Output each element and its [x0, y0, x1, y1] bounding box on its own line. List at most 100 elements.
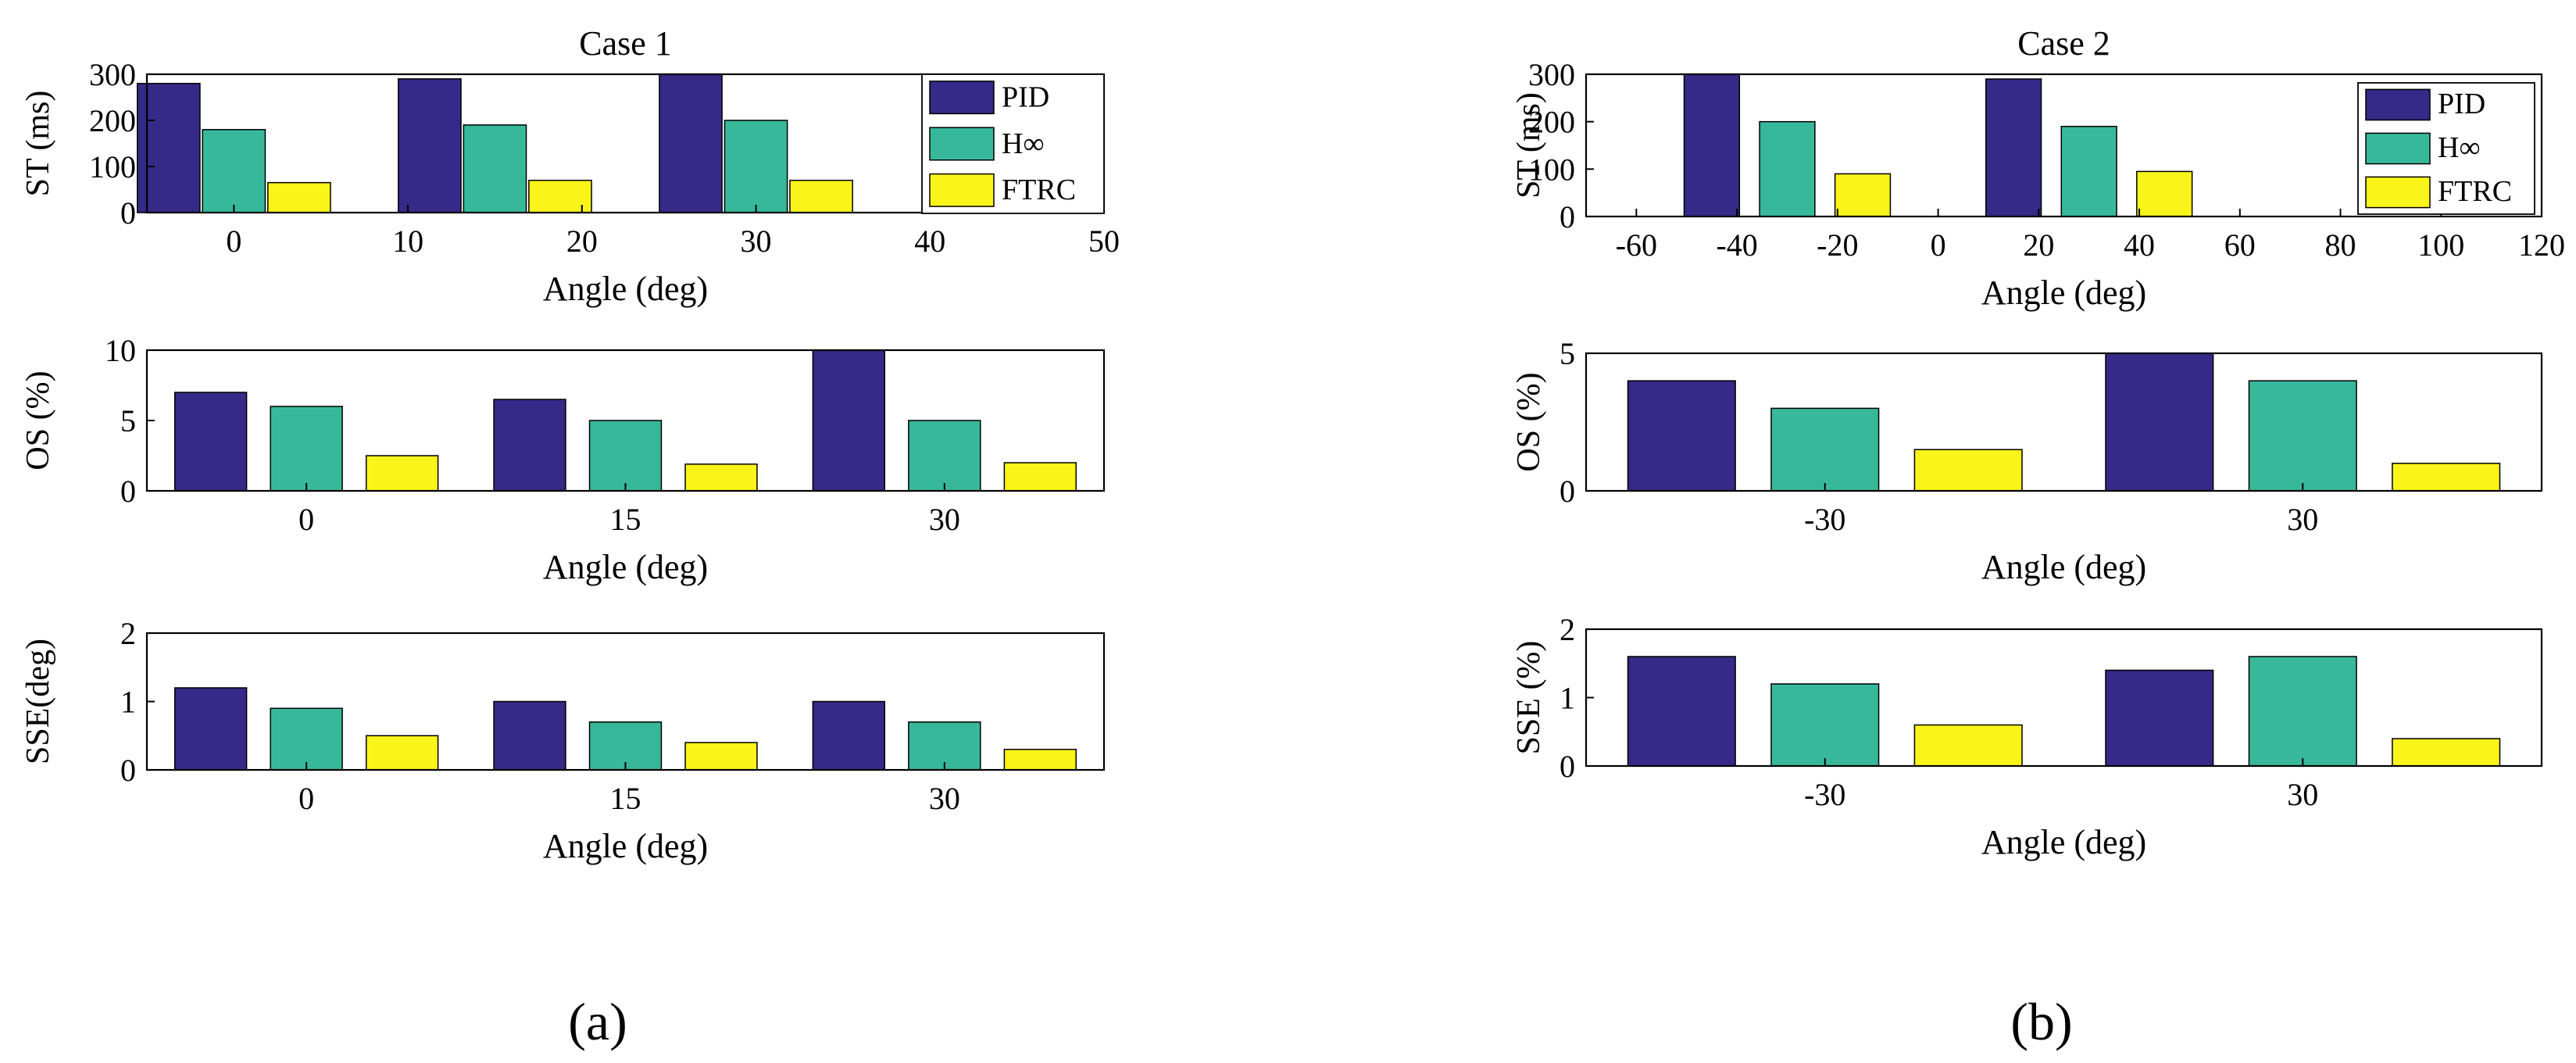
- x-axis-label-a-sse: Angle (deg): [543, 827, 708, 865]
- x-tick-label-b-st-0: -60: [1616, 227, 1657, 263]
- bar-ftrc-a-sse-1: [684, 742, 758, 771]
- x-axis-label-b-st: Angle (deg): [1981, 274, 2146, 312]
- legend-swatch-hinf-b-st: [2365, 132, 2431, 165]
- y-axis-label-a-sse: SSE(deg): [20, 639, 56, 764]
- y-axis-label-b-st: ST (ms): [1511, 92, 1547, 199]
- x-axis-label-b-sse: Angle (deg): [1981, 823, 2146, 861]
- bar-ftrc-a-st-1: [528, 179, 592, 213]
- x-tick-label-a-sse-1: 15: [610, 781, 641, 816]
- x-tick-label-b-sse-1: 30: [2287, 777, 2318, 812]
- bar-hinf-b-st-1: [2060, 125, 2117, 217]
- axes-frame-b-st: [1585, 73, 2543, 218]
- y-tick-label-a-os-1: 5: [120, 403, 136, 438]
- chart-b-os: -30 30 0 5 Angle (deg) OS (%): [1511, 336, 2543, 586]
- y-tick-label-a-st-0: 0: [120, 195, 136, 231]
- chart-title-b-st: Case 2: [2017, 24, 2110, 63]
- x-tick-label-a-st-3: 30: [741, 224, 772, 259]
- bar-pid-b-sse-1: [2105, 669, 2214, 767]
- bar-pid-a-st-2: [659, 73, 723, 213]
- legend-swatch-ftrc-a-st: [929, 173, 995, 207]
- bar-pid-a-os-0: [173, 392, 248, 492]
- y-tick-label-a-os-0: 0: [120, 474, 136, 509]
- x-tick-label-a-os-1: 15: [610, 502, 641, 537]
- bar-hinf-b-os-0: [1770, 407, 1880, 492]
- bar-hinf-a-st-0: [202, 129, 266, 213]
- y-tick-label-b-sse-1: 1: [1560, 681, 1575, 716]
- chart-b-st: -60 -40 -20 0 20 40 60 80 100 120 0 100 200 300 Angle …: [1511, 24, 2565, 312]
- bar-ftrc-a-sse-2: [1003, 749, 1077, 771]
- bar-pid-a-sse-2: [812, 700, 886, 771]
- bar-hinf-b-st-0: [1759, 120, 1816, 217]
- bar-ftrc-b-st-0: [1834, 173, 1892, 217]
- y-axis-label-a-st: ST (ms): [20, 91, 56, 197]
- chart-a-sse: 0 15 30 0 1 2 Angle (deg) SSE(deg): [20, 616, 1106, 865]
- bar-hinf-b-sse-0: [1770, 683, 1880, 767]
- bar-hinf-a-os-2: [908, 420, 981, 492]
- x-tick-label-b-os-1: 30: [2287, 502, 2318, 537]
- panel-a-label: (a): [568, 992, 627, 1051]
- y-tick-label-b-st-1: 100: [1528, 152, 1575, 187]
- bar-pid-b-sse-0: [1627, 656, 1736, 767]
- x-tick-label-b-st-2: -20: [1817, 227, 1858, 263]
- y-tick-label-a-sse-1: 1: [120, 685, 136, 720]
- bar-ftrc-a-st-0: [267, 181, 331, 213]
- legend-label-pid-b-st: PID: [2438, 88, 2485, 120]
- y-tick-label-b-st-0: 0: [1560, 199, 1575, 234]
- legend-label-ftrc-a-st: FTRC: [1002, 174, 1076, 206]
- y-tick-label-a-st-1: 100: [89, 149, 136, 184]
- x-tick-label-a-st-1: 10: [392, 224, 423, 259]
- bar-hinf-b-os-1: [2248, 380, 2357, 492]
- x-tick-label-b-sse-0: -30: [1804, 777, 1845, 812]
- x-tick-label-b-st-9: 120: [2518, 227, 2565, 263]
- x-axis-label-b-os: Angle (deg): [1981, 548, 2146, 586]
- legend-label-pid-a-st: PID: [1002, 81, 1049, 114]
- bar-ftrc-a-os-0: [365, 455, 439, 492]
- bar-hinf-b-sse-1: [2248, 656, 2357, 767]
- bar-ftrc-a-st-2: [789, 179, 853, 213]
- bar-pid-a-st-0: [137, 83, 201, 213]
- legend-label-ftrc-b-st: FTRC: [2438, 175, 2512, 208]
- x-tick-label-a-st-2: 20: [566, 224, 598, 259]
- legend-swatch-hinf-a-st: [929, 127, 995, 161]
- bar-hinf-a-st-2: [723, 120, 788, 213]
- bar-ftrc-a-os-2: [1003, 462, 1077, 492]
- x-tick-label-b-st-3: 0: [1931, 227, 1946, 263]
- x-tick-label-b-os-0: -30: [1804, 502, 1845, 537]
- bar-pid-a-sse-1: [493, 700, 566, 771]
- x-tick-label-a-os-2: 30: [929, 502, 960, 537]
- legend-swatch-pid-a-st: [929, 81, 995, 115]
- bar-hinf-a-sse-0: [270, 707, 343, 771]
- x-tick-label-b-st-8: 100: [2417, 227, 2464, 263]
- x-tick-label-a-st-5: 50: [1088, 224, 1120, 259]
- chart-a-st: 0 10 20 30 40 50 0 100 200 300 Angle (deg) ST (ms) C…: [20, 24, 1120, 308]
- y-tick-label-b-sse-2: 2: [1560, 612, 1575, 647]
- bar-pid-a-os-2: [812, 349, 886, 492]
- bar-ftrc-b-os-0: [1913, 449, 2023, 492]
- x-tick-label-a-sse-0: 0: [298, 781, 314, 816]
- bar-pid-b-os-1: [2105, 353, 2214, 492]
- bar-hinf-a-st-1: [463, 124, 527, 213]
- x-tick-label-a-os-0: 0: [298, 502, 314, 537]
- bar-hinf-a-os-1: [588, 420, 663, 492]
- bar-pid-a-os-1: [493, 399, 566, 492]
- bar-ftrc-b-os-1: [2392, 463, 2501, 492]
- x-tick-label-b-st-6: 60: [2224, 227, 2256, 263]
- bar-pid-b-st-1: [1985, 78, 2042, 217]
- bar-pid-a-sse-0: [173, 687, 248, 771]
- chart-a-os: 0 15 30 0 5 10 Angle (deg) OS (%): [20, 333, 1106, 586]
- y-axis-label-b-os: OS (%): [1511, 372, 1547, 471]
- y-tick-label-b-os-0: 0: [1560, 474, 1575, 509]
- bar-ftrc-b-st-1: [2136, 170, 2193, 217]
- bar-ftrc-a-sse-0: [365, 735, 439, 771]
- chart-b-sse: -30 30 0 1 2 Angle (deg) SSE (%): [1511, 612, 2543, 861]
- y-tick-label-a-sse-0: 0: [120, 753, 136, 788]
- bar-pid-b-os-0: [1627, 380, 1736, 492]
- legend-label-hinf-a-st: H∞: [1002, 127, 1045, 160]
- bar-ftrc-b-sse-1: [2392, 738, 2501, 767]
- x-axis-label-a-st: Angle (deg): [543, 270, 708, 308]
- y-tick-label-a-st-3: 300: [89, 57, 136, 92]
- y-axis-label-a-os: OS (%): [20, 370, 56, 470]
- bar-pid-a-st-1: [398, 78, 462, 213]
- x-tick-label-b-st-5: 40: [2124, 227, 2155, 263]
